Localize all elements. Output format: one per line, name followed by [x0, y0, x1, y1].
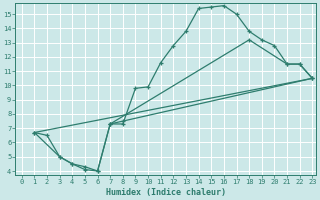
X-axis label: Humidex (Indice chaleur): Humidex (Indice chaleur) — [106, 188, 226, 197]
